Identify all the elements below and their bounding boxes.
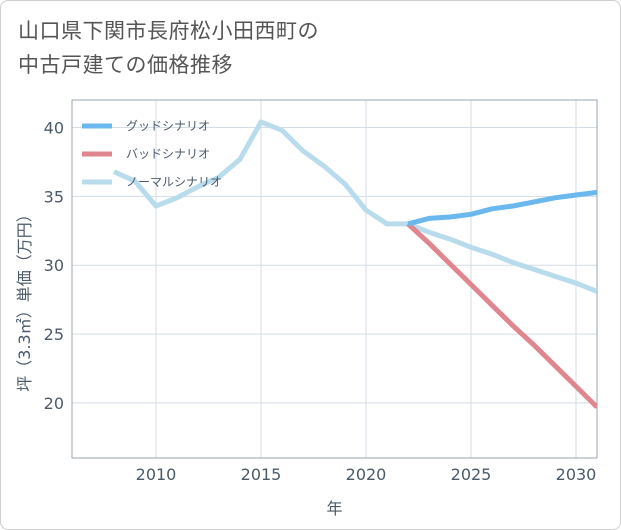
y-tick-label-30: 30 xyxy=(44,256,64,275)
x-tick-label-2010: 2010 xyxy=(136,465,177,484)
y-tick-label-25: 25 xyxy=(44,325,64,344)
bad-scenario-legend-label: バッドシナリオ xyxy=(126,147,210,161)
x-axis-label: 年 xyxy=(326,499,342,518)
y-tick-label-40: 40 xyxy=(44,119,64,138)
x-tick-label-2015: 2015 xyxy=(241,465,282,484)
good-scenario-line xyxy=(407,189,597,227)
y-tick-label-35: 35 xyxy=(44,187,64,206)
bad-scenario-line xyxy=(406,222,597,409)
y-tick-label-20: 20 xyxy=(44,394,64,413)
good-scenario-legend-label: グッドシナリオ xyxy=(126,119,210,133)
chart-title: 山口県下関市長府松小田西町の 中古戸建ての価格推移 xyxy=(18,14,319,82)
normal-scenario-line xyxy=(112,119,597,294)
plot-area-border xyxy=(71,99,598,459)
chart-title-line-2: 中古戸建ての価格推移 xyxy=(18,53,233,77)
x-tick-label-2020: 2020 xyxy=(346,465,387,484)
x-tick-label-2030: 2030 xyxy=(556,465,597,484)
normal-scenario-legend-label: ノーマルシナリオ xyxy=(126,175,222,189)
y-axis-label: 坪（3.3㎡）単価（万円） xyxy=(15,206,34,391)
series-layer xyxy=(112,119,597,409)
grid-lines xyxy=(72,100,597,458)
x-tick-label-2025: 2025 xyxy=(451,465,492,484)
chart-title-line-1: 山口県下関市長府松小田西町の xyxy=(18,19,319,43)
